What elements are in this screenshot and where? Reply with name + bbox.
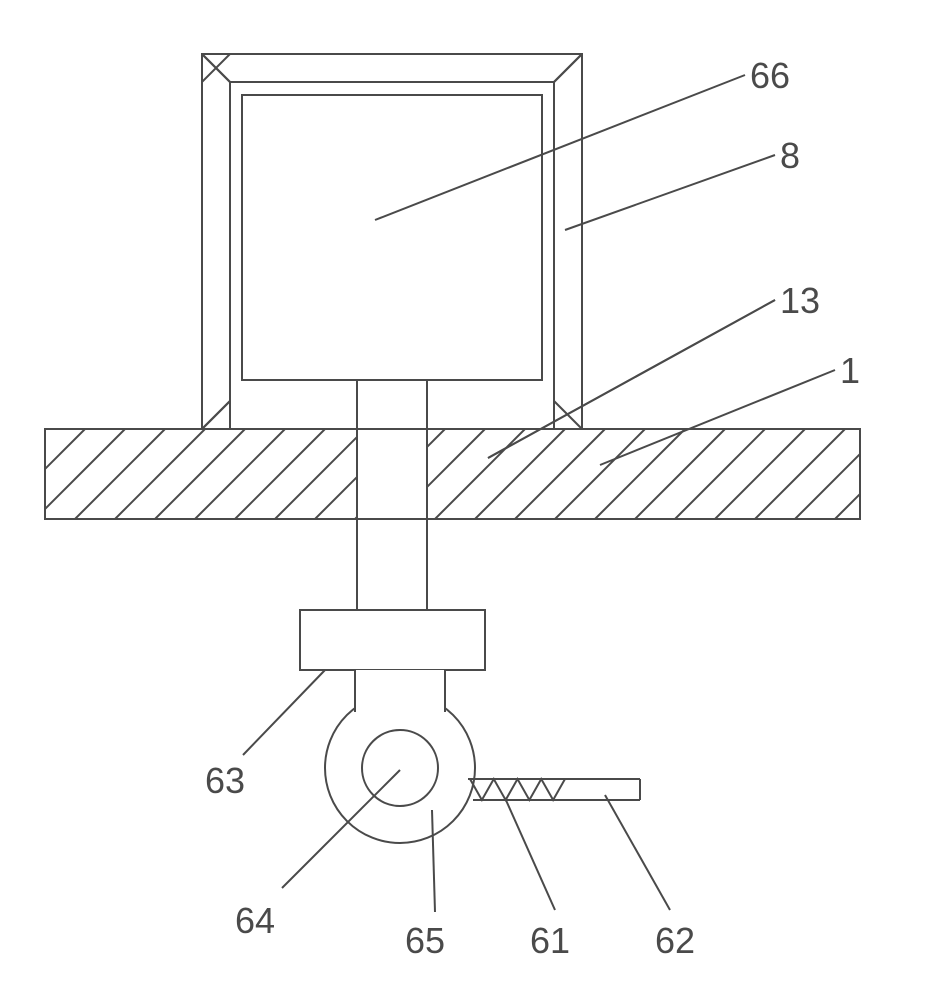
label-64: 64: [235, 900, 275, 942]
label-61: 61: [530, 920, 570, 962]
label-65: 65: [405, 920, 445, 962]
technical-diagram: [0, 0, 947, 1000]
label-62: 62: [655, 920, 695, 962]
label-63: 63: [205, 760, 245, 802]
label-8: 8: [780, 135, 800, 177]
label-1: 1: [840, 350, 860, 392]
label-13: 13: [780, 280, 820, 322]
diagram-svg: [0, 0, 947, 1000]
label-66: 66: [750, 55, 790, 97]
